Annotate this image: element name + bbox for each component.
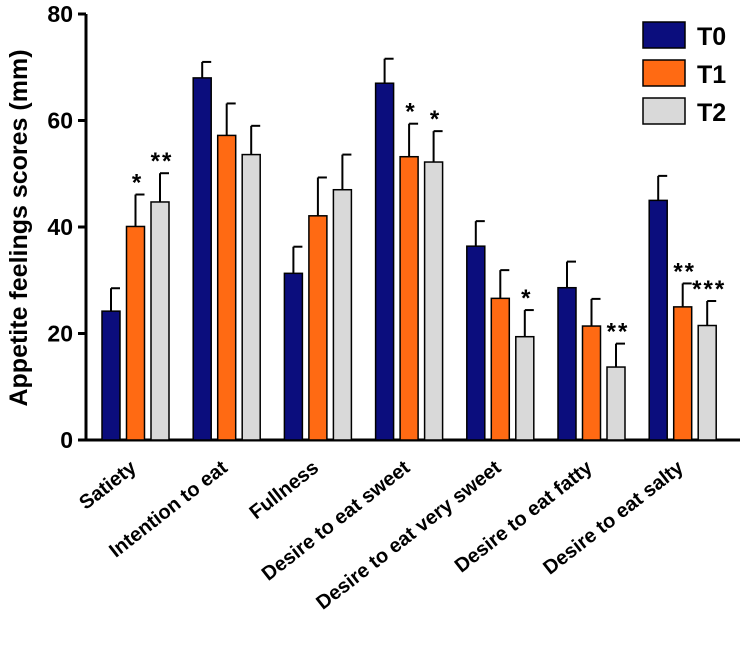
bar-t0 [648,199,668,441]
bar-t2 [423,161,444,441]
bar-t2 [515,335,535,441]
y-tick-label: 80 [47,1,73,27]
bar-t1 [490,297,511,441]
bar-t0 [557,286,577,441]
bar-t1 [125,225,146,441]
significance-marker: ** [673,258,696,285]
y-axis-label: Appetite feelings scores (mm) [5,49,33,406]
significance-marker: * [405,99,416,126]
bars: **** ********* [101,57,726,441]
y-ticks: 0 20 40 60 80 [47,1,86,453]
bar-t0 [466,245,486,441]
significance-marker: ** [151,148,174,175]
bar-t0 [192,77,212,441]
significance-marker: ** [607,319,630,346]
significance-marker: * [521,285,532,312]
bar-t2 [332,188,353,441]
x-tick-label: Desire to eat sweet [258,456,415,585]
legend: T0 T1 T2 [642,21,726,127]
bar-t2 [150,201,170,441]
legend-label-t1: T1 [697,61,726,89]
legend-swatch-t0 [642,21,686,49]
legend-label-t0: T0 [697,23,726,51]
bar-t1 [399,155,419,441]
y-tick-label: 40 [47,214,73,240]
bar-t0 [283,272,304,441]
bar-t1 [308,215,328,441]
bar-t0 [374,82,395,441]
significance-marker: * [132,170,143,197]
legend-label-t2: T2 [697,99,726,127]
x-tick-label: Fullness [245,457,322,524]
legend-swatch-t2 [642,97,686,125]
y-tick-label: 60 [47,108,73,134]
bar-t0 [101,310,121,441]
bar-t2 [697,324,717,441]
bar-t1 [672,306,693,441]
x-tick-label: Satiety [75,456,141,514]
x-tick-label: Desire to eat very sweet [312,456,505,614]
bar-t1 [216,134,237,441]
bar-t2 [241,153,261,441]
y-tick-label: 20 [47,321,73,347]
bar-t2 [606,366,626,441]
significance-marker: * [430,106,441,133]
significance-marker: *** [692,276,726,303]
bar-t1 [581,325,602,441]
y-tick-label: 0 [60,427,73,453]
legend-swatch-t1 [642,59,686,87]
